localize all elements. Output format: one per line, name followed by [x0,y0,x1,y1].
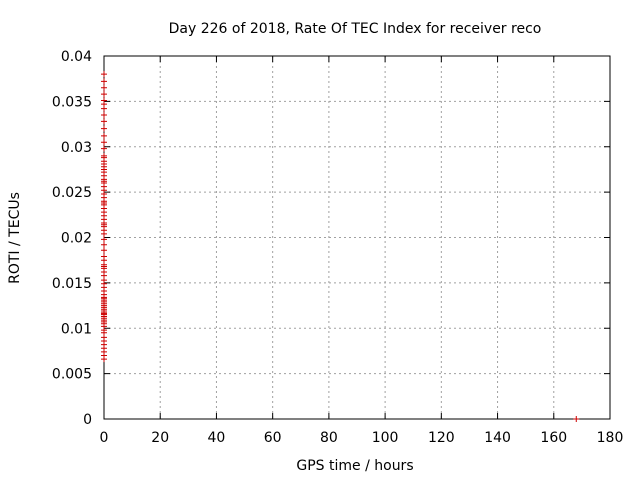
data-point [101,294,107,301]
x-tick-label: 140 [484,430,511,446]
x-tick-label: 60 [264,430,282,446]
x-tick-label: 100 [372,430,399,446]
y-axis-label: ROTI / TECUs [7,192,23,284]
data-point [101,91,107,98]
y-tick-label: 0.015 [52,276,92,292]
data-point [101,132,107,139]
y-tick-label: 0.005 [52,367,92,383]
x-tick-label: 40 [208,430,226,446]
x-tick-label: 20 [151,430,169,446]
x-tick-label: 120 [428,430,455,446]
data-point [101,125,107,132]
x-axis: 0 20 40 60 80 100 120 140 160 180 [100,56,624,446]
grid [104,56,610,419]
data-point [101,111,107,118]
data-point [101,263,107,270]
x-tick-label: 180 [597,430,624,446]
chart-title: Day 226 of 2018, Rate Of TEC Index for r… [169,21,542,37]
data-point [101,247,107,254]
data-point [101,241,107,248]
data-point [101,154,107,161]
data-point [101,221,107,228]
data-point [101,178,107,185]
data-point [101,118,107,125]
y-tick-label: 0 [83,412,92,428]
y-tick-label: 0.025 [52,185,92,201]
data-point [101,139,107,146]
data-point [101,78,107,85]
y-tick-label: 0.03 [61,140,92,156]
data-points [101,71,580,422]
data-point [101,230,107,237]
data-point [101,236,107,243]
x-tick-label: 0 [100,430,109,446]
x-tick-label: 80 [320,430,338,446]
data-point [101,105,107,112]
data-point [101,145,107,152]
x-tick-label: 160 [540,430,567,446]
data-point [101,200,107,207]
data-point [573,416,580,422]
y-tick-label: 0.02 [61,231,92,247]
data-point [101,310,107,317]
data-point [101,356,107,363]
y-tick-label: 0.04 [61,49,92,65]
data-point [101,84,107,91]
y-axis: 0 0.005 0.01 0.015 0.02 0.025 0.03 0.035 0.04 [52,49,610,428]
y-tick-label: 0.01 [61,321,92,337]
y-tick-label: 0.035 [52,94,92,110]
data-point [101,71,107,78]
x-axis-label: GPS time / hours [296,458,413,474]
